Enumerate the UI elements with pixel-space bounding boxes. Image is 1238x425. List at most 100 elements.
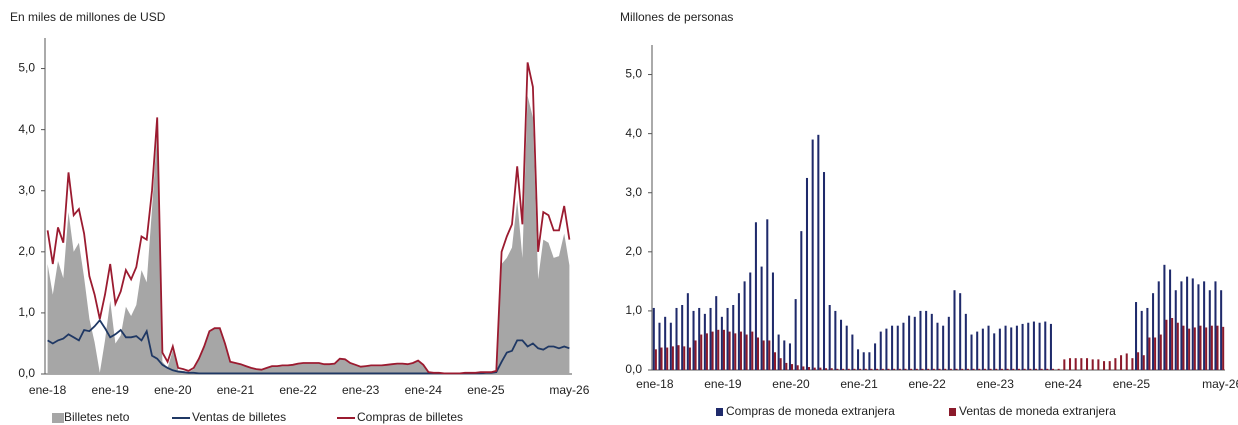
bar (874, 343, 877, 370)
bar (771, 272, 774, 370)
legend-label: Billetes neto (64, 410, 130, 424)
bar (1086, 358, 1089, 370)
bar (1135, 302, 1138, 370)
bar (961, 368, 964, 370)
bar (1208, 290, 1211, 370)
bar (1080, 358, 1083, 370)
bar (925, 310, 928, 370)
bar (836, 368, 839, 370)
bar (808, 367, 811, 370)
bar (847, 368, 850, 370)
bar (1000, 368, 1003, 370)
bar (745, 334, 748, 370)
bar (709, 307, 712, 370)
bar (1038, 322, 1041, 370)
bar (1171, 318, 1174, 370)
x-tick-label: ene-24 (1045, 377, 1083, 391)
bar (891, 325, 894, 370)
bar (1004, 325, 1007, 370)
bar (921, 368, 924, 370)
bar (936, 322, 939, 370)
bar (913, 316, 916, 370)
y-tick-label: 1,0 (18, 305, 35, 319)
bar (754, 222, 757, 370)
bar (1017, 368, 1020, 370)
bar (830, 368, 833, 370)
bar (652, 307, 655, 370)
bar (944, 368, 947, 370)
bar (715, 296, 718, 370)
bar (902, 322, 905, 370)
x-tick-label: ene-20 (154, 383, 192, 397)
bar (893, 368, 896, 370)
x-tick-label: ene-18 (636, 377, 674, 391)
bar (749, 272, 752, 370)
bar (686, 293, 689, 370)
bar (658, 322, 661, 370)
bar (840, 319, 843, 370)
bar (1023, 368, 1026, 370)
bar (919, 310, 922, 370)
bar (970, 334, 973, 370)
bar (842, 368, 845, 370)
bar (998, 328, 1001, 370)
bar (1063, 359, 1066, 370)
bar (1012, 368, 1015, 370)
bar (1197, 284, 1200, 370)
bar (993, 333, 996, 370)
bar (949, 368, 952, 370)
bar (722, 329, 725, 370)
legend-label: Compras de billetes (357, 410, 463, 424)
bar (959, 293, 962, 370)
bar (1154, 337, 1157, 370)
bar (972, 368, 975, 370)
bar (1205, 327, 1208, 370)
bar (1074, 358, 1077, 370)
legend-label: Ventas de moneda extranjera (959, 404, 1116, 418)
bar (681, 305, 684, 370)
bar (1148, 337, 1151, 370)
bar (981, 328, 984, 370)
bar (660, 347, 663, 370)
bar (1027, 322, 1030, 370)
bar (1203, 281, 1206, 370)
bar (1103, 361, 1106, 370)
bar (885, 328, 888, 370)
bar (813, 367, 816, 370)
bar (1021, 323, 1024, 370)
bar (910, 368, 913, 370)
bar (1216, 325, 1219, 370)
bar (698, 307, 701, 370)
y-axis-title: En miles de millones de USD (10, 10, 166, 24)
x-tick-label: may-26 (1202, 377, 1238, 391)
y-tick-label: 0,0 (18, 366, 35, 380)
bar (876, 368, 879, 370)
bar (777, 334, 780, 370)
bar (932, 368, 935, 370)
bar (978, 368, 981, 370)
bar (732, 305, 735, 370)
x-tick-label: may-26 (549, 383, 589, 397)
bar (1044, 321, 1047, 370)
bar (966, 368, 969, 370)
legend-label: Compras de moneda extranjera (726, 404, 895, 418)
bar (964, 313, 967, 370)
bar (1137, 352, 1140, 370)
bar (811, 139, 814, 370)
bar (983, 368, 986, 370)
bar (762, 340, 765, 370)
bar (1180, 281, 1183, 370)
bar (1214, 281, 1217, 370)
bar (768, 340, 771, 370)
y-tick-label: 2,0 (18, 244, 35, 258)
bar (1165, 319, 1168, 370)
bar (915, 368, 918, 370)
bar (1163, 264, 1166, 370)
bar (870, 368, 873, 370)
bar (1131, 358, 1134, 370)
bar (717, 329, 720, 370)
bar (1186, 276, 1189, 370)
bar (1146, 307, 1149, 370)
y-tick-label: 5,0 (18, 61, 35, 75)
y-tick-label: 4,0 (18, 122, 35, 136)
